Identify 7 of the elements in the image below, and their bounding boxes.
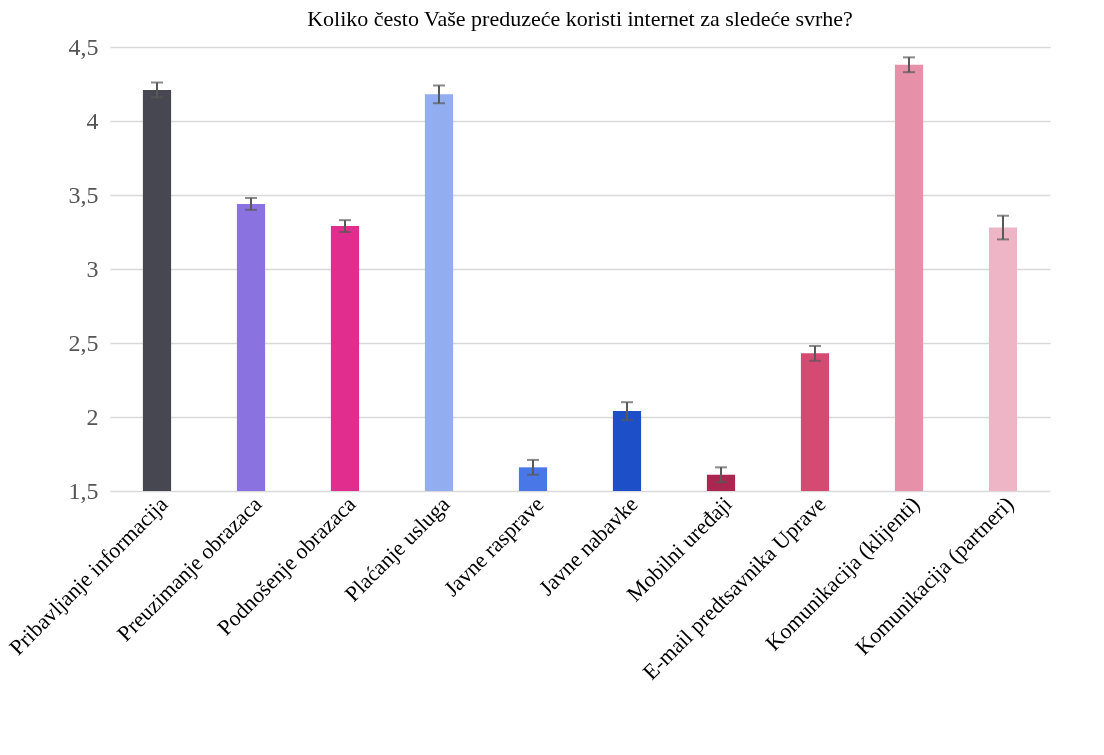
y-tick-label: 2 [86,403,99,430]
y-tick-label: 3,5 [68,181,99,208]
y-tick-label: 3 [86,255,99,282]
y-tick-label: 4 [86,107,99,134]
y-tick-label: 2,5 [68,329,99,356]
y-tick-label: 4,5 [68,33,99,60]
chart-title: Koliko često Vaše preduzeće koristi internet za sledeće svrhe? [307,6,853,31]
